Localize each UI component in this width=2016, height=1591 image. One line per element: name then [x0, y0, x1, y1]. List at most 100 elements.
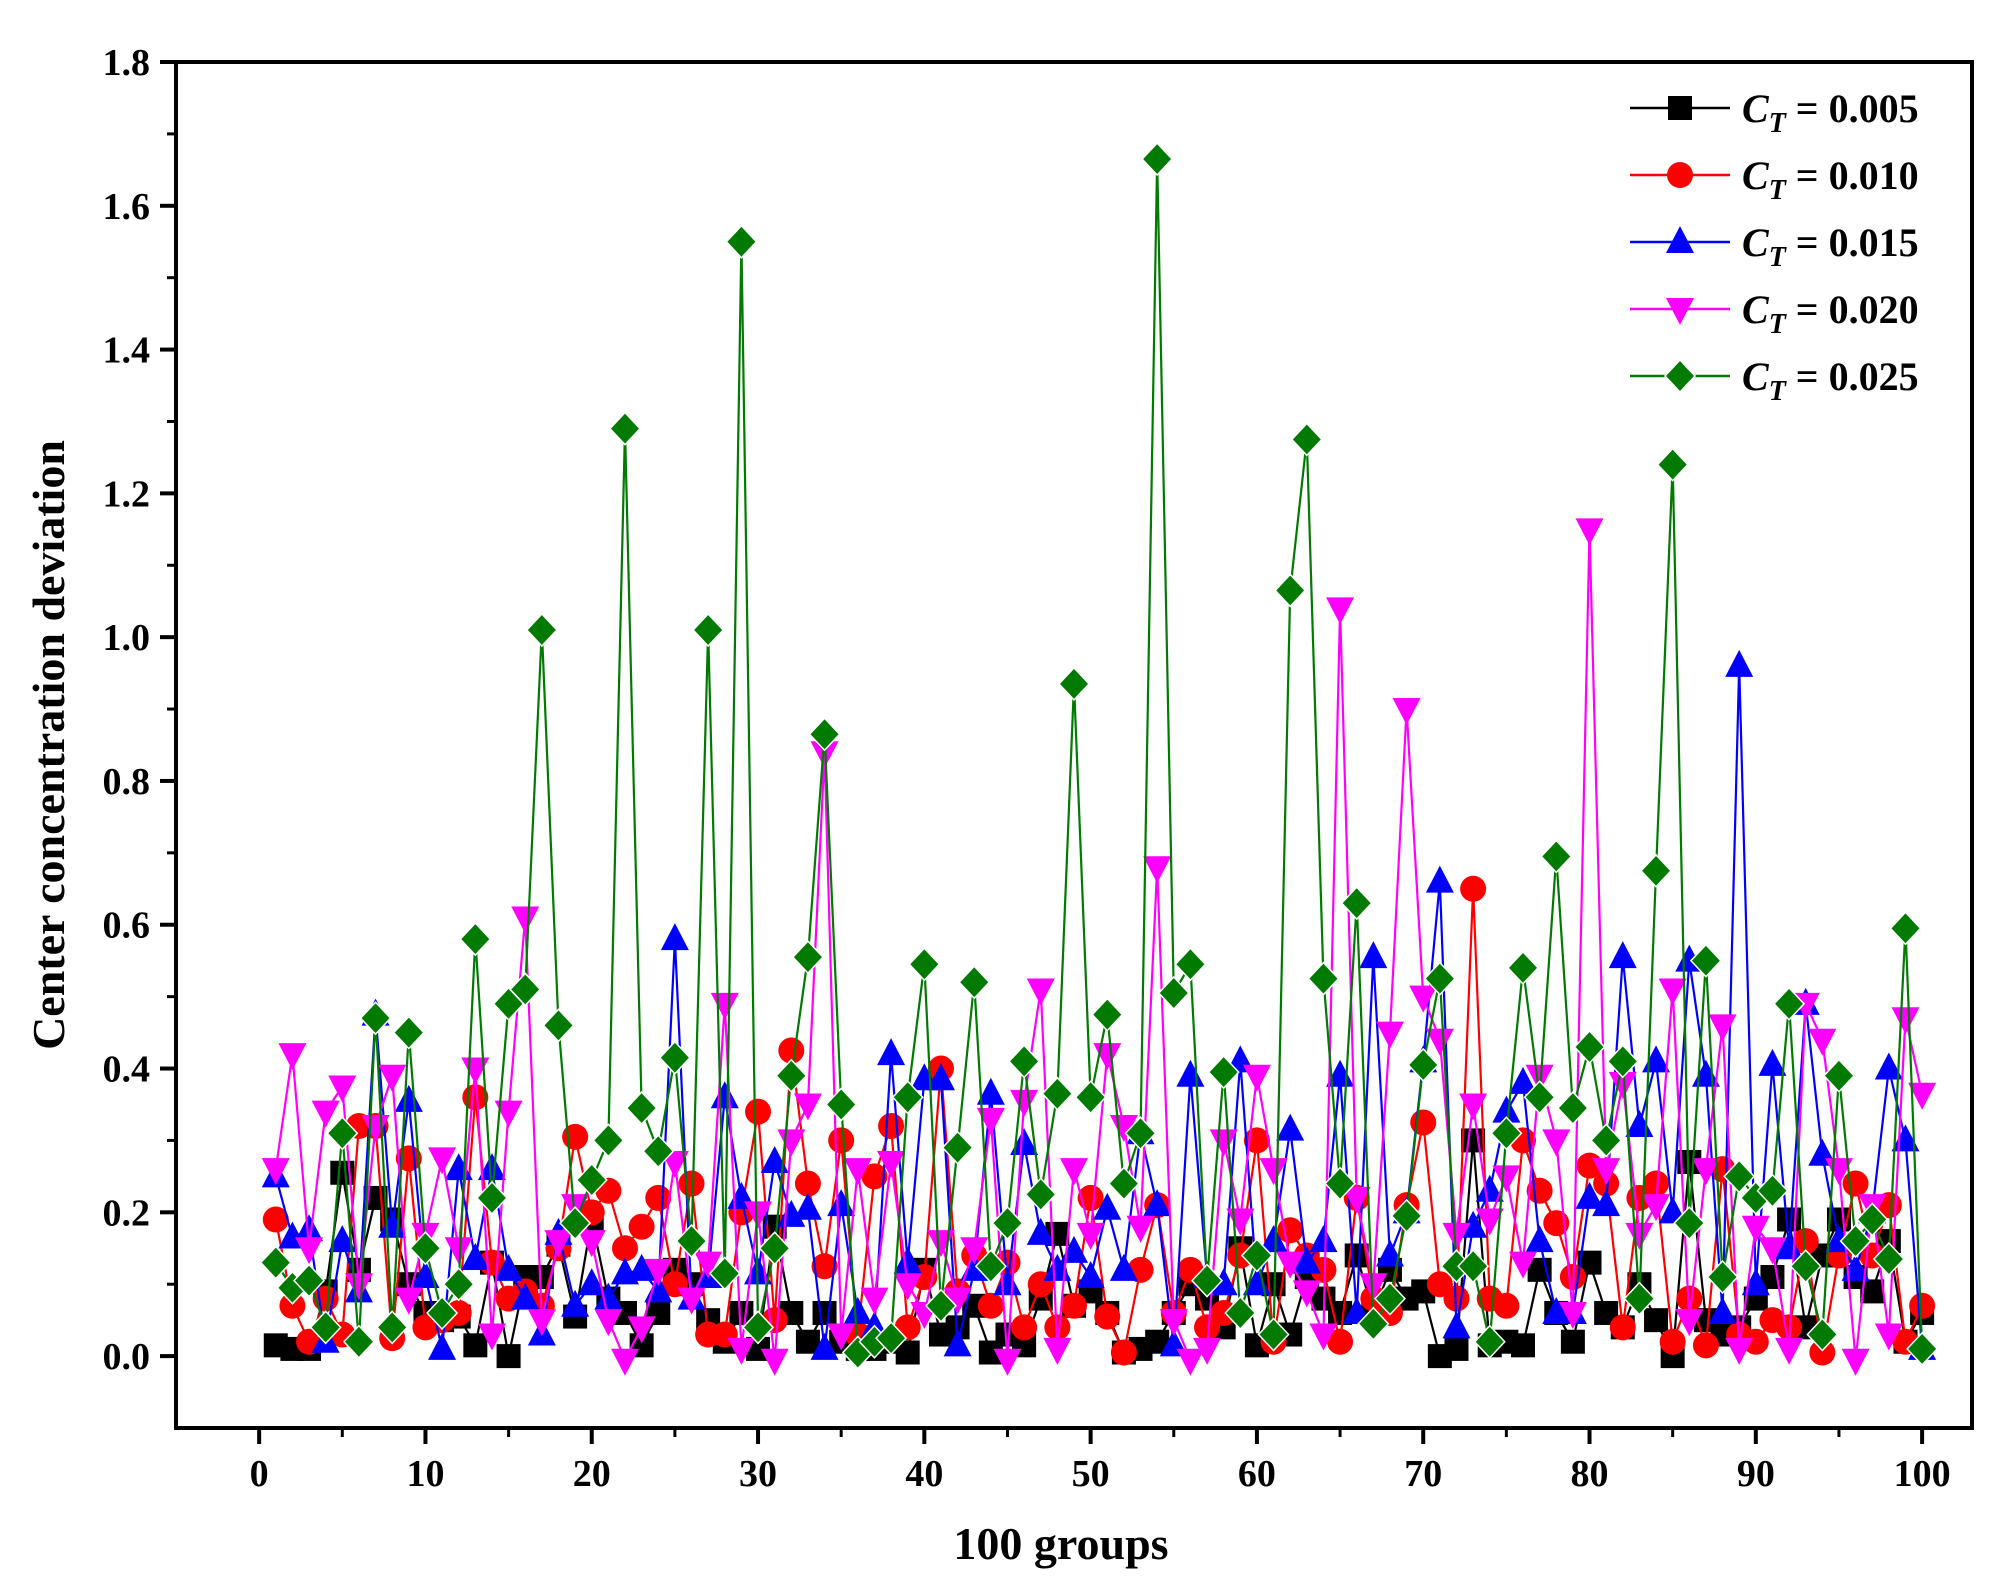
data-point	[442, 1267, 475, 1302]
data-point	[1490, 1116, 1523, 1151]
data-point	[1094, 1303, 1121, 1330]
data-point	[974, 1249, 1007, 1284]
data-point	[1274, 573, 1307, 608]
data-point	[727, 1337, 756, 1365]
data-point	[1373, 1281, 1406, 1316]
data-point	[561, 1289, 590, 1317]
data-point	[628, 1213, 655, 1240]
data-point	[1359, 941, 1388, 969]
series-5	[259, 141, 1939, 1370]
data-point	[525, 612, 558, 648]
data-point	[1475, 1174, 1504, 1202]
data-point	[1506, 950, 1540, 985]
data-point	[1758, 1048, 1787, 1076]
data-point	[1609, 1314, 1636, 1341]
data-point	[908, 947, 941, 982]
data-point	[394, 1084, 423, 1112]
data-point	[1276, 1251, 1305, 1279]
data-point	[1026, 1217, 1055, 1245]
data-point	[891, 1080, 924, 1115]
data-point	[1041, 1076, 1074, 1111]
data-point	[1872, 1241, 1905, 1277]
data-point	[428, 1147, 457, 1175]
y-axis-title: Center concentration deviation	[23, 440, 74, 1050]
data-point	[1392, 698, 1421, 726]
data-point	[575, 1162, 608, 1198]
data-point	[612, 1235, 638, 1262]
data-point	[778, 1037, 805, 1064]
data-point	[1207, 1055, 1240, 1090]
data-point	[1723, 1159, 1756, 1194]
data-point	[1259, 1225, 1288, 1253]
data-point	[1493, 1292, 1520, 1319]
data-point	[1492, 1095, 1521, 1123]
data-point	[675, 1223, 708, 1259]
data-point	[828, 1127, 855, 1154]
data-point	[708, 1256, 741, 1291]
y-tick-label: 0.8	[103, 761, 151, 803]
y-tick-label: 0.4	[103, 1049, 151, 1091]
data-point	[1143, 1189, 1172, 1217]
data-point	[1191, 1263, 1224, 1298]
data-point	[960, 1253, 989, 1281]
data-point	[1708, 1296, 1737, 1324]
data-point	[1874, 1052, 1903, 1080]
data-point	[1742, 1328, 1769, 1355]
data-point	[278, 1043, 307, 1071]
data-point	[1209, 1268, 1238, 1296]
y-tick-label: 1.2	[103, 473, 151, 515]
data-point	[1644, 1308, 1669, 1333]
data-point	[411, 1261, 440, 1289]
data-point	[625, 1090, 658, 1126]
data-point	[1889, 911, 1922, 946]
data-point	[1010, 1089, 1039, 1117]
legend-marker	[1666, 298, 1694, 325]
data-point	[1193, 1337, 1222, 1365]
data-point	[1425, 865, 1454, 893]
data-point	[494, 1100, 523, 1128]
data-point	[1808, 1028, 1837, 1056]
data-point	[527, 1309, 556, 1337]
data-point	[1442, 1222, 1471, 1250]
data-point	[1126, 1215, 1155, 1243]
data-point	[1874, 1323, 1903, 1351]
data-point	[860, 1287, 889, 1315]
data-point	[1659, 1328, 1686, 1355]
data-point	[977, 1292, 1004, 1319]
x-tick-label: 90	[1737, 1453, 1775, 1495]
data-point	[843, 1158, 872, 1186]
data-point	[1159, 1309, 1188, 1337]
data-point	[976, 1077, 1005, 1105]
data-point	[1689, 943, 1722, 978]
data-point	[926, 1063, 955, 1091]
x-tick-label: 80	[1571, 1453, 1609, 1495]
data-point	[1540, 839, 1573, 874]
data-point	[1809, 1339, 1836, 1366]
data-point	[511, 906, 540, 934]
data-point	[1706, 1259, 1739, 1295]
data-point	[1758, 1237, 1787, 1265]
data-point	[559, 1206, 592, 1241]
data-point	[1775, 1232, 1804, 1260]
data-point	[1240, 1238, 1273, 1273]
data-point	[758, 1231, 791, 1266]
data-point	[1326, 597, 1355, 625]
data-point	[544, 1230, 573, 1258]
data-point	[262, 1206, 289, 1233]
data-point	[1327, 1328, 1354, 1355]
data-point	[660, 923, 689, 951]
data-point	[511, 1282, 540, 1310]
plot-frame	[174, 60, 1974, 1430]
data-point	[392, 1015, 425, 1050]
data-point	[1806, 1317, 1839, 1352]
data-point	[993, 1348, 1022, 1376]
x-tick-label: 30	[739, 1453, 777, 1495]
data-point	[642, 1134, 675, 1169]
data-point	[496, 1344, 521, 1369]
data-point	[475, 1180, 508, 1216]
data-point	[359, 1001, 392, 1036]
data-point	[843, 1296, 872, 1324]
data-point	[1558, 1301, 1587, 1329]
data-point	[1525, 1064, 1554, 1092]
data-point	[677, 1287, 706, 1315]
